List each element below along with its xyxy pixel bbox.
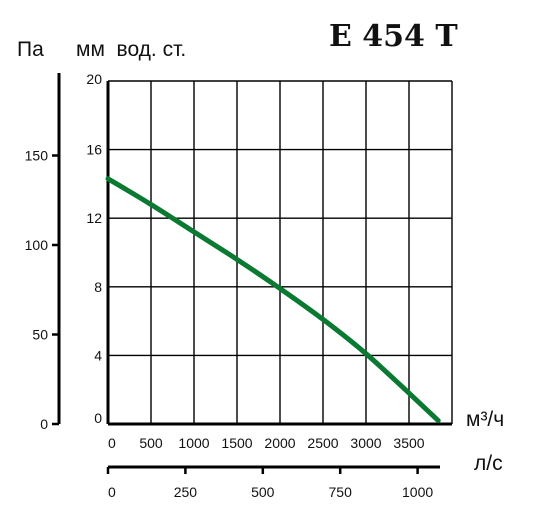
plot-grid	[107, 80, 453, 425]
x-tick-label: 3000	[350, 435, 381, 451]
chart-axes	[52, 73, 452, 474]
y-axis-unit-label: мм вод. ст.	[76, 38, 186, 61]
secondary-x-axis-unit-label: л/с	[474, 452, 503, 475]
pa-tick-label: 150	[25, 148, 49, 164]
chart-title: E 454 T	[329, 19, 458, 54]
y-tick-label: 8	[94, 279, 102, 295]
y-tick-label: 16	[86, 142, 102, 158]
secondary-x-tick-label: 1000	[402, 484, 433, 500]
x-tick-label: 1000	[178, 435, 209, 451]
performance-curve	[105, 176, 441, 424]
secondary-x-tick-label: 500	[251, 484, 275, 500]
x-tick-label: 1500	[221, 435, 252, 451]
left-axis-unit-label: Па	[17, 38, 44, 61]
pa-tick-label: 0	[40, 416, 48, 432]
x-tick-label: 0	[108, 435, 116, 451]
x-tick-label: 500	[139, 435, 163, 451]
pa-tick-label: 50	[32, 327, 48, 343]
x-tick-label: 2000	[264, 435, 295, 451]
x-tick-label: 2500	[307, 435, 338, 451]
x-axis-unit-label: м³/ч	[466, 408, 504, 431]
secondary-x-tick-label: 0	[108, 484, 116, 500]
secondary-x-tick-label: 250	[174, 484, 198, 500]
y-tick-label: 0	[94, 410, 102, 426]
data-series	[105, 176, 441, 424]
y-tick-label: 20	[86, 71, 102, 87]
secondary-x-tick-label: 750	[329, 484, 353, 500]
y-tick-label: 12	[86, 210, 102, 226]
y-tick-label: 4	[94, 347, 102, 363]
pa-tick-label: 100	[25, 237, 49, 253]
x-tick-label: 3500	[393, 435, 424, 451]
